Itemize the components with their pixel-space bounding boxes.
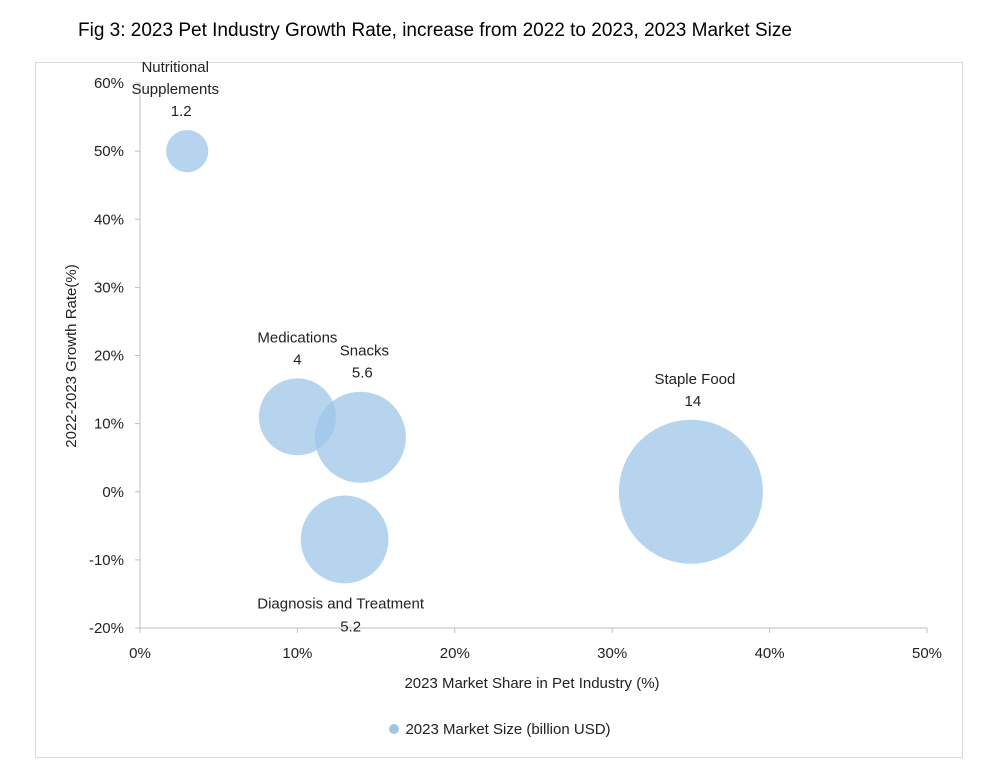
figure-title: Fig 3: 2023 Pet Industry Growth Rate, in… [78,20,792,41]
x-tick-label: 30% [597,645,627,662]
y-tick-label: 0% [102,484,124,501]
chart-legend: 2023 Market Size (billion USD) [0,721,1000,738]
chart-frame [35,62,963,758]
bubble-staple-food [618,419,763,564]
y-axis-label: 2022-2023 Growth Rate(%) [63,264,80,447]
bubble-category-label: Snacks [340,343,389,360]
y-tick-label: 60% [94,75,124,92]
y-tick-label: -20% [89,620,124,637]
y-tick-label: -10% [89,552,124,569]
x-tick-label: 40% [755,645,785,662]
bubble-value-label: 4 [293,351,301,368]
bubble-value-label: 1.2 [171,103,192,120]
bubble-series [166,130,763,584]
y-tick-label: 30% [94,279,124,296]
bubble-value-label: 14 [685,393,702,410]
chart-axes: 0% 10% 20% 30% 40% 50% -20% -10% 0% 10% 20% 30% 40% 5… [89,75,942,662]
y-tick-label: 10% [94,416,124,433]
x-tick-label: 20% [440,645,470,662]
bubble-category-label: Diagnosis and Treatment [257,595,425,612]
bubble-nutritional-supplements [166,130,209,173]
y-tick-label: 20% [94,348,124,365]
y-tick-label: 50% [94,143,124,160]
bubble-category-label: Nutritional [141,59,209,76]
bubble-snacks [314,391,406,483]
bubble-diagnosis-and-treatment [300,495,389,584]
y-tick-label: 40% [94,211,124,228]
x-tick-label: 10% [282,645,312,662]
x-axis-label: 2023 Market Share in Pet Industry (%) [404,675,659,692]
x-tick-label: 0% [129,645,151,662]
bubble-category-label: Supplements [131,81,219,98]
legend-marker [389,724,400,735]
bubble-value-label: 5.6 [352,365,373,382]
legend-label: 2023 Market Size (billion USD) [405,721,611,738]
bubble-category-label: Staple Food [654,371,735,388]
x-tick-label: 50% [912,645,942,662]
bubble-value-label: 5.2 [340,618,361,635]
data-labels: Nutritional Supplements 1.2 Medications 4 Sna… [131,59,735,635]
bubble-category-label: Medications [257,329,337,346]
